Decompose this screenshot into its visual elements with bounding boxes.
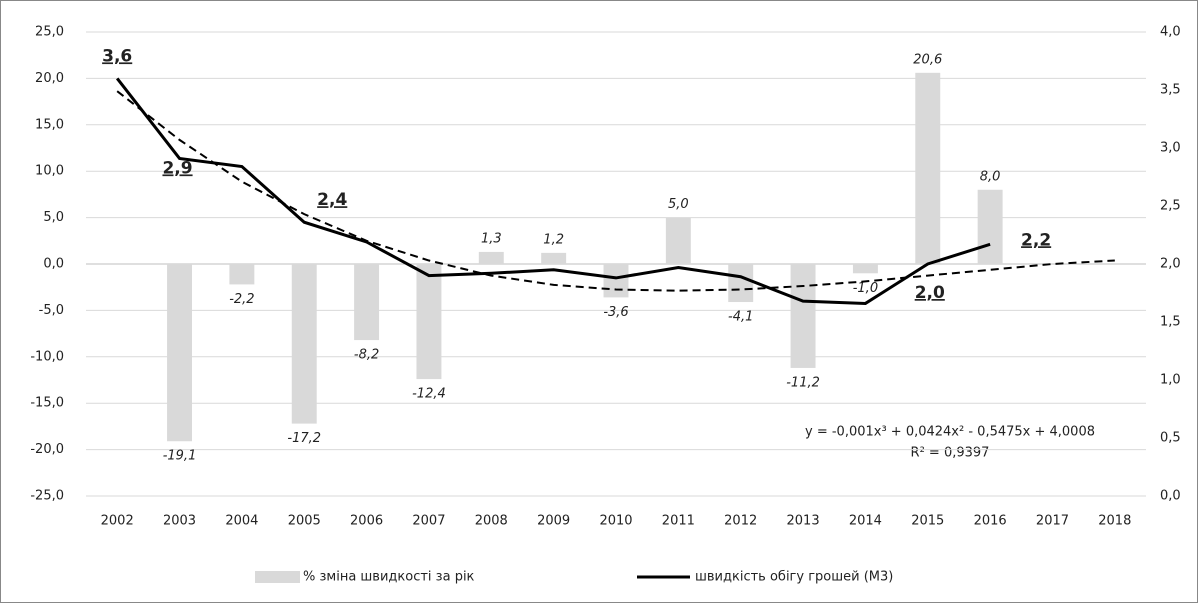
x-tick-label: 2002: [101, 514, 134, 529]
y-tick-label: 10,0: [35, 164, 64, 179]
y-tick-label: -15,0: [30, 396, 64, 411]
y2-tick-label: 3,0: [1160, 141, 1181, 156]
bar-label: 1,2: [543, 232, 564, 247]
bar: [728, 264, 754, 303]
x-tick-label: 2014: [849, 514, 882, 529]
bar-label: -19,1: [163, 449, 197, 464]
x-tick-label: 2017: [1036, 514, 1069, 529]
x-tick-label: 2015: [911, 514, 944, 529]
r-squared: R² = 0,9397: [911, 446, 990, 461]
y2-tick-label: 0,0: [1160, 489, 1181, 504]
y2-tick-label: 2,0: [1160, 257, 1181, 272]
y-tick-label: -20,0: [30, 442, 64, 457]
bar-label: -11,2: [786, 375, 820, 390]
y2-tick-label: 1,0: [1160, 373, 1181, 388]
line-label: 2,4: [317, 190, 347, 210]
y2-tick-label: 3,5: [1160, 83, 1181, 98]
bar: [291, 264, 317, 424]
bar: [354, 264, 380, 341]
bar-label: -1,0: [853, 281, 878, 296]
bar-label: -12,4: [412, 387, 446, 402]
x-tick-label: 2004: [225, 514, 258, 529]
x-tick-label: 2010: [599, 514, 632, 529]
line-label: 2,2: [1021, 230, 1051, 250]
bar-label: 1,3: [481, 231, 502, 246]
x-tick-label: 2016: [974, 514, 1007, 529]
bar: [229, 264, 255, 285]
x-tick-label: 2008: [475, 514, 508, 529]
bar-label: 5,0: [668, 197, 689, 212]
y2-tick-label: 1,5: [1160, 315, 1181, 330]
legend-swatch: [255, 571, 300, 583]
line: [115, 77, 991, 305]
bar: [977, 189, 1003, 264]
bar-label: -8,2: [354, 348, 379, 363]
bar: [478, 251, 504, 264]
bar: [665, 217, 691, 264]
y2-tick-label: 4,0: [1160, 25, 1181, 40]
y2-tick-label: 2,5: [1160, 199, 1181, 214]
x-tick-label: 2005: [288, 514, 321, 529]
legend-label: швидкість обігу грошей (М3): [695, 570, 893, 585]
bar-label: -2,2: [229, 292, 254, 307]
bar-label: -3,6: [603, 305, 628, 320]
x-tick-label: 2018: [1098, 514, 1131, 529]
x-tick-label: 2011: [662, 514, 695, 529]
bar: [852, 264, 878, 274]
bar: [915, 72, 941, 264]
y-tick-label: 5,0: [43, 210, 64, 225]
line-label: 2,9: [162, 158, 192, 178]
line-label: 2,0: [915, 283, 945, 303]
bar: [790, 264, 816, 368]
y-tick-label: -5,0: [39, 303, 64, 318]
bar-label: -4,1: [728, 310, 753, 325]
bar-label: 8,0: [980, 169, 1001, 184]
y-tick-label: 20,0: [35, 71, 64, 86]
bar: [603, 264, 629, 298]
y2-tick-label: 0,5: [1160, 431, 1181, 446]
legend-label: % зміна швидкості за рік: [303, 570, 475, 585]
x-tick-label: 2012: [724, 514, 757, 529]
x-tick-label: 2013: [787, 514, 820, 529]
bar-label: 20,6: [913, 52, 942, 67]
x-tick-label: 2003: [163, 514, 196, 529]
trendline: [116, 90, 1115, 292]
bar-label: -17,2: [287, 431, 321, 446]
y-tick-label: -25,0: [30, 489, 64, 504]
equation: y = -0,001x³ + 0,0424x² - 0,5475x + 4,00…: [805, 425, 1095, 440]
bar: [541, 252, 567, 264]
x-tick-label: 2007: [412, 514, 445, 529]
bar: [167, 264, 192, 442]
y-tick-label: -10,0: [30, 349, 64, 364]
line-label: 3,6: [102, 46, 132, 66]
bar: [416, 264, 442, 380]
y-tick-label: 15,0: [35, 117, 64, 132]
y-tick-label: 25,0: [35, 25, 64, 40]
x-tick-label: 2006: [350, 514, 383, 529]
x-tick-label: 2009: [537, 514, 570, 529]
y-tick-label: 0,0: [43, 257, 64, 272]
